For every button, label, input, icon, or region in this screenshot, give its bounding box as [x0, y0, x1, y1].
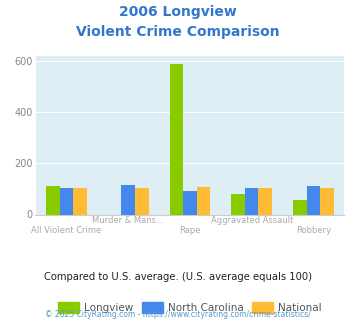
Bar: [46, 186, 60, 214]
Bar: [258, 188, 272, 214]
Text: All Violent Crime: All Violent Crime: [31, 226, 102, 235]
Bar: [307, 186, 320, 214]
Bar: [320, 188, 334, 215]
Bar: [293, 200, 307, 214]
Text: Violent Crime Comparison: Violent Crime Comparison: [76, 25, 279, 39]
Bar: [121, 185, 135, 214]
Text: Murder & Mans...: Murder & Mans...: [92, 216, 164, 225]
Text: © 2025 CityRating.com - https://www.cityrating.com/crime-statistics/: © 2025 CityRating.com - https://www.city…: [45, 310, 310, 319]
Legend: Longview, North Carolina, National: Longview, North Carolina, National: [54, 298, 326, 317]
Text: Aggravated Assault: Aggravated Assault: [211, 216, 293, 225]
Bar: [73, 188, 87, 215]
Text: 2006 Longview: 2006 Longview: [119, 5, 236, 19]
Bar: [170, 64, 183, 214]
Bar: [60, 188, 73, 214]
Bar: [197, 187, 210, 214]
Bar: [231, 194, 245, 214]
Bar: [183, 191, 197, 214]
Bar: [245, 188, 258, 214]
Text: Robbery: Robbery: [296, 226, 331, 235]
Text: Rape: Rape: [179, 226, 201, 235]
Bar: [135, 188, 148, 215]
Text: Compared to U.S. average. (U.S. average equals 100): Compared to U.S. average. (U.S. average …: [44, 272, 311, 282]
